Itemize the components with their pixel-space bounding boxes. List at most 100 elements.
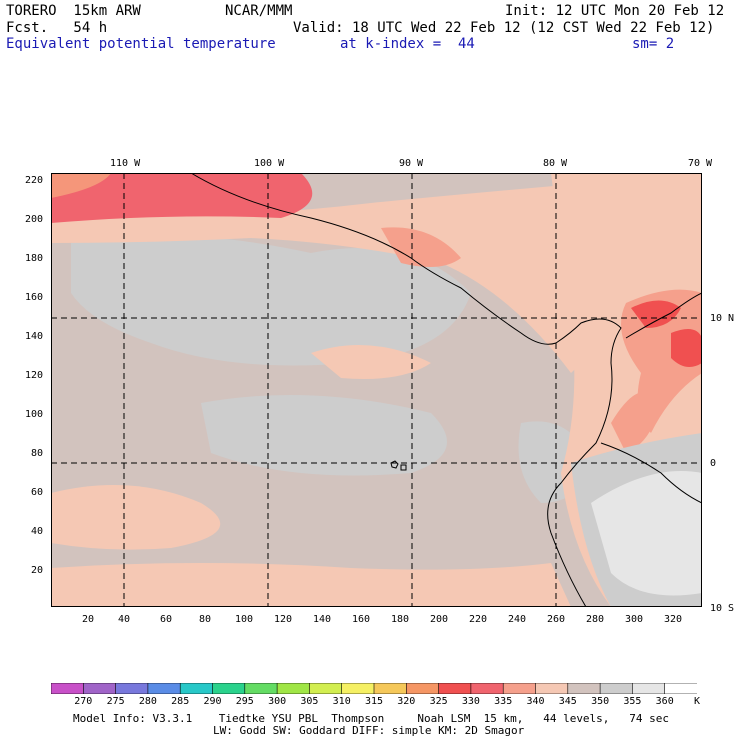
org-label: NCAR/MMM	[225, 3, 293, 19]
colorbar-swatch	[373, 683, 408, 694]
colorbar-swatch	[664, 683, 697, 694]
y-tick: 40	[31, 526, 44, 537]
model-info-line2: LW: Godd SW: Goddard DIFF: simple KM: 2D…	[213, 724, 525, 737]
warm-region	[381, 227, 461, 267]
peach-region	[51, 173, 702, 373]
y-tick: 200	[25, 214, 44, 225]
warm-region	[631, 300, 681, 328]
y-tick: 120	[25, 370, 44, 381]
colorbar-label: 325	[429, 696, 448, 707]
x-tick: 20	[82, 614, 95, 625]
x-tick: 60	[160, 614, 173, 625]
colorbar-swatch	[535, 683, 569, 694]
colorbar-label: 345	[558, 696, 577, 707]
colorbar-swatch	[438, 683, 472, 694]
grey-region	[71, 235, 471, 366]
colorbar-label: 350	[591, 696, 610, 707]
lon-label-110w: 110 W	[110, 158, 141, 169]
colorbar-label: 295	[235, 696, 254, 707]
x-tick: 120	[274, 614, 293, 625]
x-tick: 220	[469, 614, 488, 625]
warm-region	[51, 173, 111, 198]
peach-region	[311, 345, 431, 379]
colorbar-swatch	[179, 683, 214, 694]
colorbar-label: 275	[106, 696, 125, 707]
colorbar-label: 280	[138, 696, 157, 707]
x-tick: 280	[586, 614, 605, 625]
y-tick: 180	[25, 253, 44, 264]
x-tick: 260	[547, 614, 566, 625]
y-tick: 100	[25, 409, 44, 420]
colorbar-label: 355	[623, 696, 642, 707]
colorbar-label: 320	[397, 696, 416, 707]
colorbar-swatch	[147, 683, 182, 694]
y-tick: 220	[25, 175, 44, 186]
forecast-hour: Fcst. 54 h	[6, 20, 108, 36]
x-tick: 240	[508, 614, 527, 625]
valid-time: Valid: 18 UTC Wed 22 Feb 12 (12 CST Wed …	[293, 20, 715, 36]
colorbar-swatch	[341, 683, 375, 694]
x-tick: 200	[430, 614, 449, 625]
peach-region	[51, 563, 571, 607]
galapagos-islands	[390, 460, 407, 471]
colorbar-label: 330	[461, 696, 480, 707]
coastline	[190, 173, 622, 607]
lon-label-70w: 70 W	[688, 158, 713, 169]
colorbar-label: 310	[332, 696, 351, 707]
colorbar-label: 270	[74, 696, 93, 707]
smoothing-label: sm= 2	[632, 36, 675, 52]
coastline	[625, 292, 702, 339]
model-title: TORERO 15km ARW	[6, 3, 141, 19]
graticule	[51, 173, 702, 607]
field-name: Equivalent potential temperature	[6, 36, 276, 52]
model-info-line1: Model Info: V3.3.1 Tiedtke YSU PBL Thomp…	[73, 712, 670, 725]
lat-label-0: 0	[710, 458, 717, 469]
colorbar-swatch	[502, 683, 537, 694]
y-tick: 20	[31, 565, 44, 576]
colorbar-swatch	[115, 683, 149, 694]
y-tick: 80	[31, 448, 44, 459]
warm-region	[611, 391, 661, 453]
colorbar-swatch	[567, 683, 601, 694]
colorbar-label: 335	[494, 696, 513, 707]
warm-region	[51, 173, 313, 223]
colorbar-label: 340	[526, 696, 545, 707]
y-tick: 160	[25, 292, 44, 303]
level-label: at k-index = 44	[340, 36, 475, 52]
x-tick: 180	[391, 614, 410, 625]
colorbar	[51, 683, 697, 694]
init-time: Init: 12 UTC Mon 20 Feb 12	[505, 3, 725, 19]
colorbar-swatch	[212, 683, 246, 694]
lon-label-90w: 90 W	[399, 158, 424, 169]
y-tick: 60	[31, 487, 44, 498]
equivalent-potential-temperature-map	[51, 173, 702, 607]
colorbar-swatch	[632, 683, 666, 694]
x-tick: 80	[199, 614, 212, 625]
colorbar-swatch	[51, 683, 85, 694]
colorbar-swatch	[244, 683, 278, 694]
x-tick: 320	[664, 614, 683, 625]
colorbar-label: 285	[171, 696, 190, 707]
lat-label-10n: 10 N	[710, 313, 735, 324]
colorbar-swatch	[276, 683, 311, 694]
x-tick: 140	[313, 614, 332, 625]
colorbar-label: 315	[364, 696, 384, 707]
x-tick: 40	[118, 614, 131, 625]
border-line	[600, 442, 702, 504]
grey-region	[201, 395, 447, 476]
colorbar-label: 305	[300, 696, 319, 707]
peach-region	[51, 485, 221, 550]
colorbar-swatch	[405, 683, 440, 694]
warm-region	[671, 329, 702, 367]
lon-label-100w: 100 W	[254, 158, 285, 169]
x-tick: 160	[352, 614, 371, 625]
x-tick: 300	[625, 614, 644, 625]
y-tick: 140	[25, 331, 44, 342]
colorbar-swatch	[599, 683, 634, 694]
cool-region	[591, 471, 702, 596]
colorbar-label: 290	[203, 696, 222, 707]
map-border	[51, 173, 702, 607]
colorbar-swatch	[470, 683, 504, 694]
colorbar-swatch	[82, 683, 117, 694]
colorbar-swatch	[309, 683, 343, 694]
